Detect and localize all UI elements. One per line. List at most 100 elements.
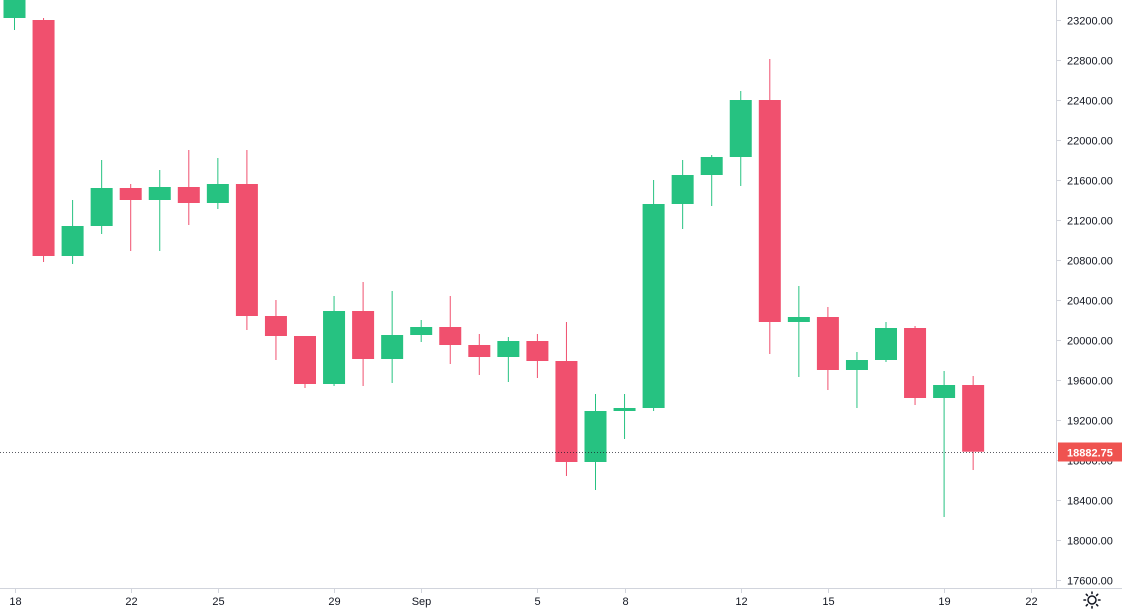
price-tick-label: 22000.00 [1067, 136, 1113, 148]
price-tick-label: 18000.00 [1067, 536, 1113, 548]
time-tick-label: 5 [534, 596, 540, 608]
candle[interactable] [555, 322, 578, 476]
candle-body [32, 20, 55, 256]
candle[interactable] [294, 336, 316, 388]
candle-body [875, 328, 897, 360]
time-tick-label: 22 [1025, 596, 1037, 608]
candle-body [497, 341, 520, 357]
candle-body [787, 317, 810, 322]
candle-body [933, 385, 956, 398]
candle[interactable] [61, 200, 84, 264]
candle[interactable] [381, 291, 404, 383]
candle-body [526, 341, 549, 361]
price-axis[interactable]: 23200.00 22800.00 22400.00 22000.00 21600.00… [1056, 16, 1113, 588]
candle[interactable] [439, 296, 462, 364]
candle-body [671, 175, 694, 204]
candle[interactable] [526, 334, 549, 378]
candle[interactable] [90, 160, 113, 234]
price-tick-label: 20400.00 [1067, 296, 1113, 308]
candle[interactable] [235, 150, 258, 330]
candle[interactable] [758, 59, 781, 354]
price-tick-label: 17600.00 [1067, 576, 1113, 588]
candle-body [410, 327, 433, 335]
time-tick-label: 22 [125, 596, 137, 608]
candle-body [206, 184, 229, 203]
last-price-badge-bg [1058, 442, 1122, 462]
candle-body [904, 328, 927, 398]
candle[interactable] [323, 296, 346, 386]
candle-body [758, 100, 781, 322]
candle-body [381, 335, 404, 359]
candle-body [148, 187, 171, 200]
price-tick-label: 21200.00 [1067, 216, 1113, 228]
candle[interactable] [729, 91, 752, 186]
candle-body [642, 204, 665, 408]
candle-body [264, 316, 287, 336]
candle-body [729, 100, 752, 157]
candle[interactable] [352, 282, 375, 386]
candle[interactable] [32, 18, 55, 262]
price-tick-label: 18400.00 [1067, 496, 1113, 508]
candle[interactable] [962, 376, 985, 470]
gear-icon[interactable] [1083, 591, 1101, 609]
candle-body [962, 385, 985, 452]
candle-body [613, 408, 636, 411]
time-tick-label: 18 [9, 596, 21, 608]
candle[interactable] [148, 170, 171, 251]
time-tick-label: Sep [412, 596, 432, 608]
candle[interactable] [3, 0, 26, 30]
candle-body [323, 311, 346, 384]
candle[interactable] [845, 352, 868, 408]
last-price-badge: 18882.75 [1058, 442, 1122, 462]
candle[interactable] [410, 320, 433, 342]
candle-body [468, 345, 491, 357]
time-tick-label: 8 [622, 596, 628, 608]
candle-body [584, 411, 607, 462]
price-tick-label: 21600.00 [1067, 176, 1113, 188]
price-tick-label: 19200.00 [1067, 416, 1113, 428]
candle[interactable] [497, 337, 520, 382]
price-tick-label: 20800.00 [1067, 256, 1113, 268]
candle[interactable] [177, 150, 200, 225]
candle[interactable] [671, 160, 694, 229]
candle[interactable] [642, 180, 665, 411]
candle[interactable] [816, 307, 839, 390]
candle[interactable] [700, 155, 723, 206]
candle-body [3, 0, 26, 18]
candle[interactable] [613, 394, 636, 439]
candle-body [700, 157, 723, 175]
price-tick-label: 19600.00 [1067, 376, 1113, 388]
candle[interactable] [787, 286, 810, 377]
time-tick-label: 15 [822, 596, 834, 608]
candle-body [294, 336, 316, 384]
candle-body [119, 188, 142, 200]
candle[interactable] [468, 334, 491, 375]
candles-layer [3, 0, 985, 517]
candle-body [439, 327, 462, 345]
candle[interactable] [119, 184, 142, 251]
time-axis[interactable]: 18 22 25 29 Sep 5 8 12 15 19 22 [9, 588, 1038, 608]
last-price-label: 18882.75 [1067, 448, 1113, 460]
candle-body [555, 361, 578, 462]
candle-body [816, 317, 839, 370]
time-tick-label: 12 [735, 596, 747, 608]
candle[interactable] [904, 326, 927, 405]
candle[interactable] [584, 394, 607, 490]
candle-body [61, 226, 84, 256]
price-tick-label: 23200.00 [1067, 16, 1113, 28]
price-tick-label: 22800.00 [1067, 56, 1113, 68]
candle[interactable] [264, 300, 287, 360]
candle-body [177, 187, 200, 203]
candle-body [352, 311, 375, 359]
candle-body [845, 360, 868, 370]
time-tick-label: 25 [212, 596, 224, 608]
candle-body [235, 184, 258, 316]
candle[interactable] [933, 371, 956, 517]
time-tick-label: 29 [328, 596, 340, 608]
candle[interactable] [875, 322, 897, 362]
time-tick-label: 19 [938, 596, 950, 608]
price-tick-label: 22400.00 [1067, 96, 1113, 108]
price-tick-label: 20000.00 [1067, 336, 1113, 348]
candle[interactable] [206, 158, 229, 209]
